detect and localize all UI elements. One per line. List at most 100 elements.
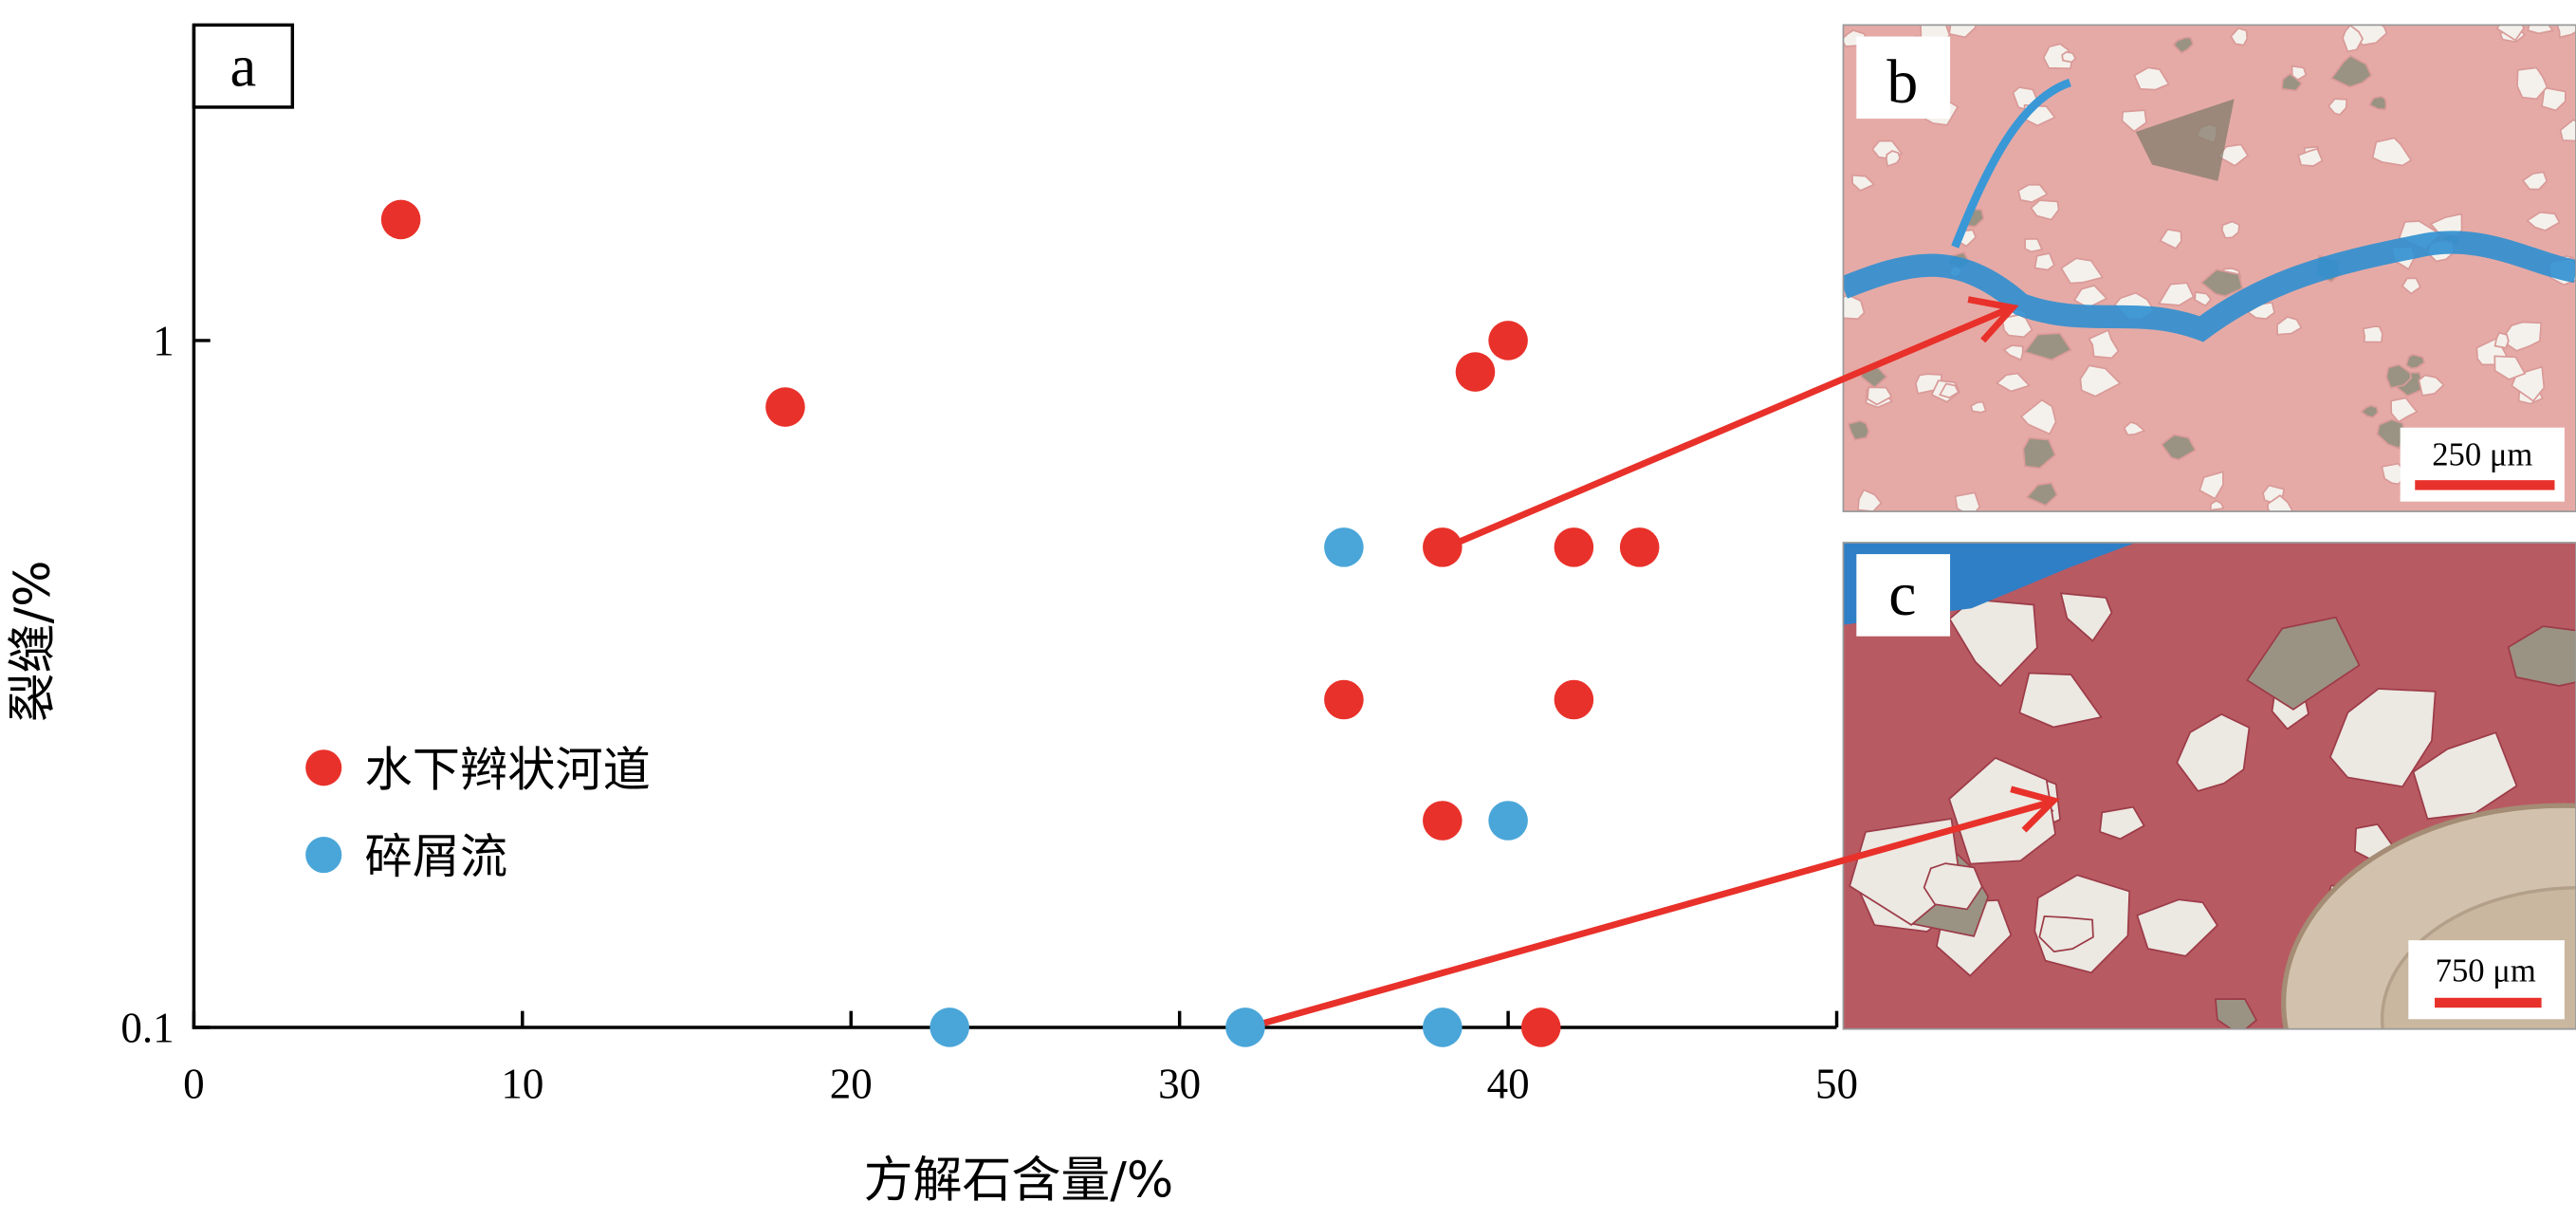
- mineral-grain: [2199, 471, 2224, 500]
- mineral-grain: [2133, 66, 2170, 91]
- mineral-grain: [2516, 66, 2548, 101]
- mineral-grain: [2418, 374, 2445, 397]
- y-tick-label: 1: [153, 318, 175, 365]
- mineral-grain: [2194, 291, 2213, 307]
- x-tick-label: 0: [183, 1060, 205, 1107]
- mineral-grain: [2024, 237, 2044, 253]
- mineral-grain: [2371, 137, 2413, 167]
- mineral-grain: [1970, 400, 1987, 414]
- data-point: [1619, 527, 1660, 567]
- mineral-grain: [2022, 436, 2056, 470]
- x-tick-label: 50: [1815, 1060, 1858, 1107]
- mineral-grain: [2376, 418, 2406, 450]
- x-tick-label: 30: [1158, 1060, 1201, 1107]
- panel-a-label: a: [192, 23, 295, 109]
- mineral-grain: [2230, 27, 2249, 46]
- mineral-grain: [1843, 294, 1866, 321]
- mineral-grain: [1939, 382, 1960, 399]
- mineral-grain: [2220, 220, 2241, 239]
- mineral-grain: [1995, 372, 2032, 393]
- mineral-grain: [2033, 251, 2055, 271]
- mineral-grain: [1948, 756, 2057, 865]
- x-axis-label: 方解石含量/%: [864, 1152, 1174, 1209]
- mineral-grain: [2541, 86, 2567, 112]
- mineral-grain: [2079, 364, 2122, 397]
- mineral-grain: [2281, 72, 2303, 92]
- data-point: [1554, 679, 1594, 720]
- mineral-grain: [2123, 421, 2146, 436]
- data-point: [1488, 321, 1528, 360]
- scale-bar-c: [2435, 997, 2542, 1008]
- fracture-blue: [1843, 231, 2576, 342]
- mineral-grain: [2060, 257, 2105, 285]
- legend: 水下辫状河道 碎屑流: [305, 741, 651, 884]
- mineral-grain: [2157, 282, 2195, 306]
- legend-marker-red: [305, 749, 342, 786]
- mineral-grain: [2199, 268, 2244, 298]
- legend-label-1: 碎屑流: [365, 828, 508, 884]
- mineral-grain: [1867, 386, 1893, 406]
- arrow-to-c: [1247, 799, 2052, 1031]
- y-tick-label: 0.1: [120, 1005, 174, 1052]
- data-point: [1423, 801, 1463, 841]
- data-point: [929, 1007, 969, 1047]
- mineral-grain: [2215, 998, 2258, 1029]
- x-tick-label: 10: [501, 1060, 543, 1107]
- mineral-grain: [1847, 419, 1870, 441]
- mineral-grain: [2342, 25, 2364, 53]
- annotation-arrows: [1247, 296, 2060, 1031]
- mineral-grain: [2360, 404, 2380, 418]
- mineral-grain: [2390, 397, 2419, 423]
- mineral-grain: [1856, 489, 1883, 512]
- arrow-to-b: [1444, 305, 2010, 551]
- mineral-grain: [2521, 171, 2548, 191]
- mineral-grain: [1885, 150, 1902, 168]
- mineral-grain: [2362, 325, 2383, 343]
- mineral-grain: [2023, 332, 2072, 361]
- data-point: [1455, 352, 1496, 392]
- data-point: [1324, 679, 1364, 720]
- x-tick-label: 20: [830, 1060, 873, 1107]
- mineral-grain: [2159, 228, 2182, 250]
- micrograph-b: [1843, 25, 2576, 512]
- mineral-grain: [2121, 109, 2147, 133]
- mineral-grain: [2329, 54, 2373, 88]
- legend-label-0: 水下辫状河道: [365, 741, 651, 797]
- data-point: [1225, 1007, 1265, 1047]
- mineral-grain: [2559, 119, 2576, 142]
- mineral-grain: [2038, 915, 2094, 953]
- mineral-grain: [2246, 616, 2361, 711]
- mineral-grain: [2401, 277, 2422, 295]
- data-point: [765, 387, 805, 427]
- mineral-grain: [1948, 25, 1978, 39]
- mineral-grain: [2176, 712, 2251, 792]
- mineral-grain: [2405, 353, 2426, 370]
- x-tick-label: 40: [1487, 1060, 1530, 1107]
- data-point: [380, 199, 421, 240]
- scale-bar-b-text: 250 μm: [2432, 437, 2532, 473]
- micrograph-c: [1843, 542, 2576, 1029]
- data-point: [1520, 1007, 1561, 1047]
- mineral-grain: [2025, 482, 2058, 507]
- mineral-grain: [2556, 25, 2576, 39]
- mineral-grain: [2136, 898, 2218, 957]
- panel-a-text: a: [230, 33, 257, 99]
- data-point: [1488, 801, 1528, 841]
- mineral-grain: [1954, 491, 1981, 512]
- mineral-grain: [2266, 494, 2294, 512]
- mineral-grain: [2368, 95, 2387, 111]
- mineral-grain: [2276, 316, 2303, 336]
- mineral-grain: [1851, 174, 1876, 192]
- data-point: [1554, 527, 1594, 567]
- mineral-grain: [2328, 688, 2437, 788]
- panel-c-label: c: [1888, 560, 1916, 629]
- mineral-grain: [2061, 50, 2077, 64]
- arrow-head-b: [1967, 296, 2019, 343]
- mineral-grain: [2493, 331, 2510, 349]
- y-axis-label: 裂缝/%: [5, 561, 62, 723]
- mineral-grain: [2527, 25, 2554, 35]
- mineral-grain: [2507, 625, 2576, 687]
- mineral-grain: [2297, 147, 2324, 167]
- mineral-grain: [2385, 363, 2413, 389]
